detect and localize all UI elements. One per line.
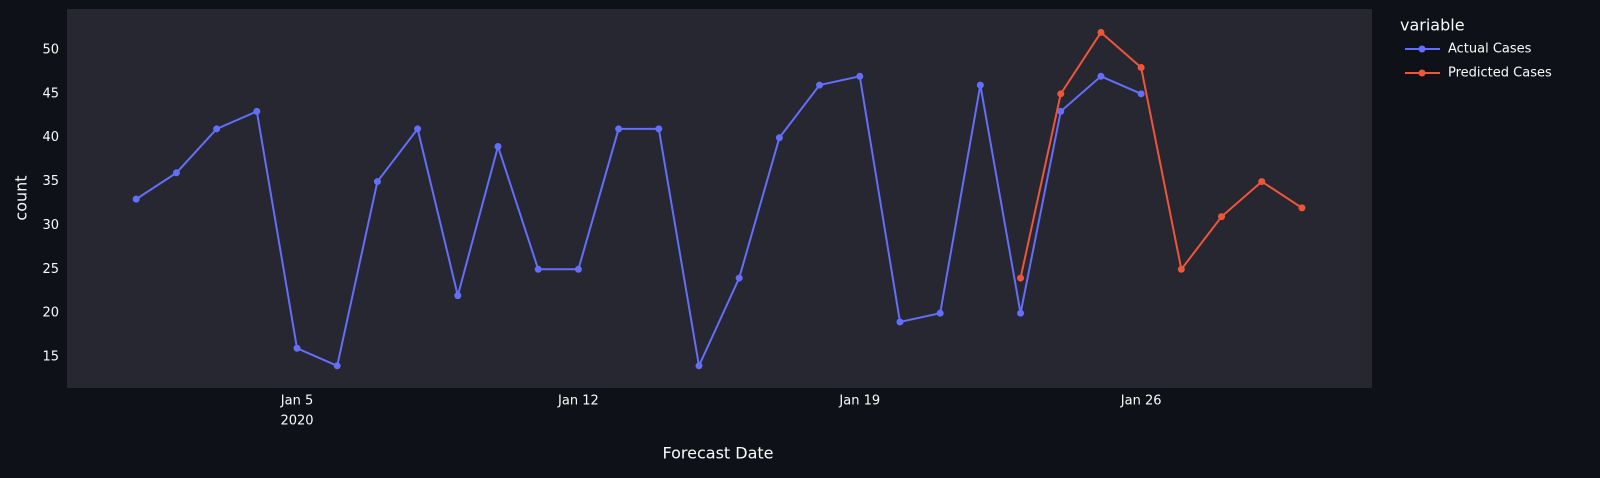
x-tick-sublabel: 2020 — [280, 414, 313, 429]
data-point — [655, 125, 663, 133]
data-point — [373, 178, 381, 186]
x-axis-title: Forecast Date — [662, 444, 773, 463]
y-tick-label: 15 — [42, 350, 59, 365]
x-tick-label: Jan 26 — [1120, 394, 1162, 409]
legend-label[interactable]: Actual Cases — [1448, 42, 1532, 57]
data-point — [454, 292, 462, 300]
legend-marker — [1418, 45, 1426, 53]
data-point — [1097, 28, 1105, 36]
data-point — [1017, 274, 1025, 282]
data-point — [333, 362, 341, 370]
y-tick-label: 40 — [42, 130, 59, 145]
data-point — [1097, 72, 1105, 80]
data-point — [695, 362, 703, 370]
data-point — [494, 142, 502, 150]
data-point — [856, 72, 864, 80]
y-tick-label: 45 — [42, 86, 59, 101]
data-point — [615, 125, 623, 133]
data-point — [816, 81, 824, 89]
data-point — [1258, 178, 1266, 186]
x-tick-label: Jan 5 — [280, 394, 313, 409]
legend-label[interactable]: Predicted Cases — [1448, 66, 1552, 81]
data-point — [735, 274, 743, 282]
data-point — [936, 309, 944, 317]
data-point — [1298, 204, 1306, 212]
legend-marker — [1418, 69, 1426, 77]
data-point — [1057, 90, 1065, 98]
legend-title: variable — [1400, 16, 1465, 35]
data-point — [1017, 309, 1025, 317]
data-point — [293, 344, 301, 352]
series-line — [1019, 30, 1303, 279]
y-tick-label: 30 — [42, 218, 59, 233]
y-tick-label: 20 — [42, 306, 59, 321]
data-point — [534, 265, 542, 273]
data-point — [574, 265, 582, 273]
data-point — [775, 134, 783, 142]
data-point — [1137, 64, 1145, 72]
data-point — [1177, 265, 1185, 273]
y-tick-label: 35 — [42, 174, 59, 189]
data-point — [1218, 213, 1226, 221]
data-point — [1057, 107, 1065, 115]
data-point — [1137, 90, 1145, 98]
y-tick-label: 50 — [42, 42, 59, 57]
data-point — [132, 195, 140, 203]
y-tick-label: 25 — [42, 262, 59, 277]
data-point — [213, 125, 221, 133]
data-point — [896, 318, 904, 326]
series-line — [135, 75, 1142, 370]
x-tick-label: Jan 19 — [838, 394, 880, 409]
plot-area — [67, 9, 1372, 388]
data-point — [414, 125, 422, 133]
data-point — [172, 169, 180, 177]
data-point — [976, 81, 984, 89]
data-point — [253, 107, 261, 115]
y-axis-title: count — [12, 175, 31, 220]
x-tick-label: Jan 12 — [557, 394, 599, 409]
